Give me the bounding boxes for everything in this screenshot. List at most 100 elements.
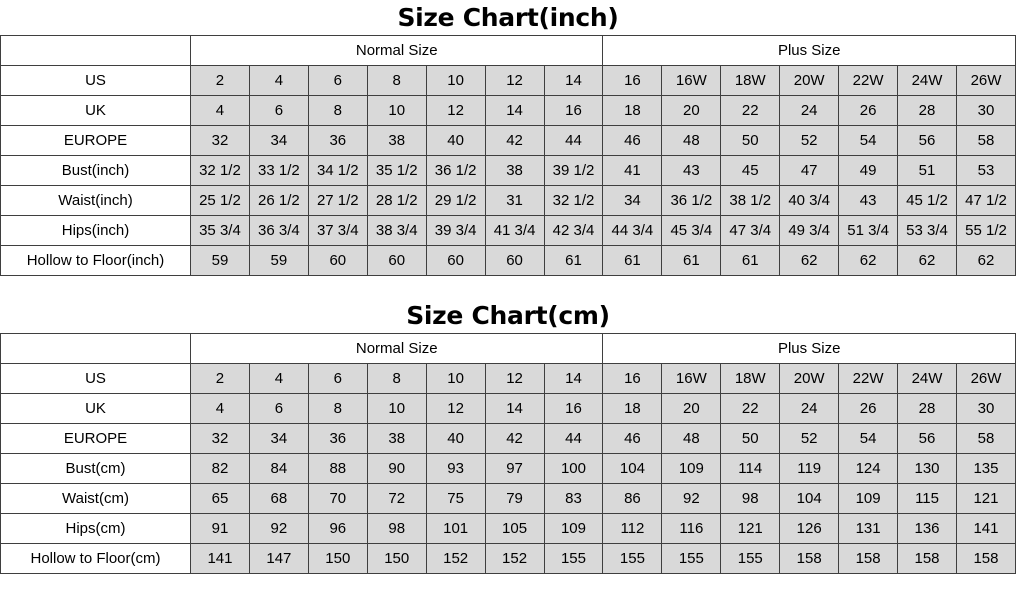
cell: 158 — [897, 543, 957, 574]
cell: 48 — [661, 423, 722, 454]
cell: 92 — [249, 513, 309, 544]
cell: 6 — [308, 65, 368, 96]
cell: 75 — [426, 483, 486, 514]
cell: 26W — [956, 363, 1017, 394]
table-row: Bust(inch) 32 1/2 33 1/2 34 1/2 35 1/2 36 1/2… — [0, 155, 1017, 186]
cell: 42 — [485, 423, 545, 454]
cell: 47 3/4 — [720, 215, 781, 246]
cell: 158 — [956, 543, 1017, 574]
cell: 43 — [838, 185, 899, 216]
cell: 10 — [426, 65, 486, 96]
cell: 54 — [838, 125, 899, 156]
cell: 47 1/2 — [956, 185, 1017, 216]
cell: 38 — [367, 423, 427, 454]
cell: 47 — [779, 155, 840, 186]
cell: 10 — [367, 393, 427, 424]
cell: 38 — [485, 155, 545, 186]
table-row: EUROPE 32 34 36 38 40 42 44 46 48 50 52 54 56 58 — [0, 423, 1017, 454]
cell: 16 — [544, 393, 604, 424]
cell: 155 — [544, 543, 604, 574]
cell: 38 1/2 — [720, 185, 781, 216]
cell: 131 — [838, 513, 899, 544]
cell: 36 1/2 — [661, 185, 722, 216]
cell: 83 — [544, 483, 604, 514]
cell: 6 — [249, 393, 309, 424]
cell: 136 — [897, 513, 957, 544]
cell: 8 — [308, 95, 368, 126]
cell: 104 — [602, 453, 663, 484]
cell: 155 — [602, 543, 663, 574]
cell: 24 — [779, 393, 840, 424]
cell: 93 — [426, 453, 486, 484]
cell: 41 — [602, 155, 663, 186]
cell: 16 — [544, 95, 604, 126]
cell: 101 — [426, 513, 486, 544]
table-row: Waist(inch) 25 1/2 26 1/2 27 1/2 28 1/2 29 1/… — [0, 185, 1017, 216]
cell: 116 — [661, 513, 722, 544]
cell: 36 1/2 — [426, 155, 486, 186]
cell: 155 — [661, 543, 722, 574]
cell: 16 — [602, 363, 663, 394]
cell: 20W — [779, 65, 840, 96]
cell: 14 — [544, 65, 604, 96]
row-label-bust-inch: Bust(inch) — [0, 155, 191, 186]
cell: 61 — [602, 245, 663, 276]
row-label-bust-cm: Bust(cm) — [0, 453, 191, 484]
cell: 92 — [661, 483, 722, 514]
cell: 45 1/2 — [897, 185, 957, 216]
cell: 61 — [720, 245, 781, 276]
cell: 152 — [426, 543, 486, 574]
cell: 29 1/2 — [426, 185, 486, 216]
cell: 18 — [602, 95, 663, 126]
cell: 109 — [544, 513, 604, 544]
cell: 90 — [367, 453, 427, 484]
cell: 60 — [485, 245, 545, 276]
cell: 6 — [249, 95, 309, 126]
cell: 38 — [367, 125, 427, 156]
cell: 54 — [838, 423, 899, 454]
cell: 24W — [897, 363, 957, 394]
group-header-corner — [0, 35, 191, 66]
table-row: UK 4 6 8 10 12 14 16 18 20 22 24 26 28 30 — [0, 393, 1017, 424]
cell: 58 — [956, 125, 1017, 156]
cell: 14 — [544, 363, 604, 394]
cell: 158 — [779, 543, 840, 574]
cell: 62 — [779, 245, 840, 276]
cell: 46 — [602, 423, 663, 454]
cell: 34 1/2 — [308, 155, 368, 186]
table-row: Hollow to Floor(cm) 141 147 150 150 152 152 155… — [0, 543, 1017, 574]
cell: 49 — [838, 155, 899, 186]
cell: 10 — [426, 363, 486, 394]
cell: 22W — [838, 65, 899, 96]
cell: 60 — [426, 245, 486, 276]
cell: 105 — [485, 513, 545, 544]
cell: 44 — [544, 125, 604, 156]
group-header-normal-size: Normal Size — [190, 333, 604, 364]
cell: 79 — [485, 483, 545, 514]
row-label-europe: EUROPE — [0, 423, 191, 454]
table-row: EUROPE 32 34 36 38 40 42 44 46 48 50 52 54 56 58 — [0, 125, 1017, 156]
cell: 60 — [308, 245, 368, 276]
row-label-hips-inch: Hips(inch) — [0, 215, 191, 246]
cell: 20 — [661, 95, 722, 126]
group-header-plus-size: Plus Size — [602, 333, 1016, 364]
cell: 12 — [426, 393, 486, 424]
cell: 8 — [367, 363, 427, 394]
cell: 36 — [308, 125, 368, 156]
table-row: Hips(inch) 35 3/4 36 3/4 37 3/4 38 3/4 39 3/4… — [0, 215, 1017, 246]
cell: 41 3/4 — [485, 215, 545, 246]
cell: 22W — [838, 363, 899, 394]
cell: 53 — [956, 155, 1017, 186]
cell: 12 — [426, 95, 486, 126]
cell: 28 — [897, 393, 957, 424]
cell: 70 — [308, 483, 368, 514]
cell: 86 — [602, 483, 663, 514]
cell: 4 — [190, 95, 250, 126]
cell: 141 — [956, 513, 1017, 544]
cell: 18W — [720, 363, 781, 394]
cell: 12 — [485, 65, 545, 96]
size-table-cm-body: Normal Size Plus Size US 2 4 6 8 10 12 14 16 16W 18W… — [0, 333, 1017, 574]
cell: 141 — [190, 543, 250, 574]
cell: 34 — [602, 185, 663, 216]
